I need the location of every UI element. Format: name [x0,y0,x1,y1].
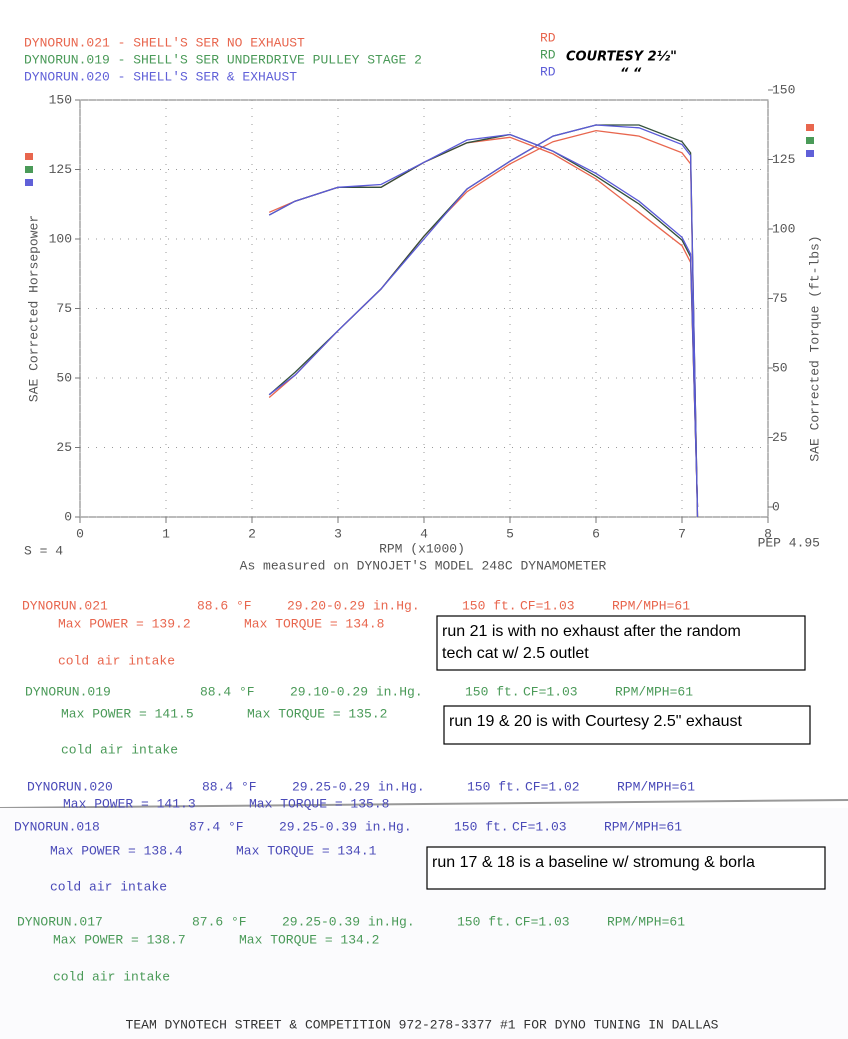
x-tick-label: 5 [506,526,514,541]
run-cf: CF=1.03 [512,819,567,834]
run-pressure: 29.10-0.29 in.Hg. [290,684,423,699]
run-ratio: RPM/MPH=61 [617,779,695,794]
run-name: DYNORUN.017 [17,914,103,929]
x-tick-label: 7 [678,526,686,541]
run-cf: CF=1.03 [515,914,570,929]
run-power: Max POWER = 138.4 [50,843,183,858]
y2-tick-label: 125 [772,152,795,167]
run-temp: 87.4 °F [189,819,244,834]
y2-tick-label: 75 [772,291,788,306]
run-note: cold air intake [58,653,175,668]
run-cf: CF=1.02 [525,779,580,794]
legend-swatch [806,124,814,131]
run-cf: CF=1.03 [523,684,578,699]
run-power: Max POWER = 141.3 [63,796,196,811]
y-tick-label: 75 [56,301,72,316]
run-name: DYNORUN.018 [14,819,100,834]
line [268,124,699,518]
legend-entry: DYNORUN.019 - SHELL'S SER UNDERDRIVE PUL… [24,52,422,67]
legend-swatch [806,150,814,157]
legend-swatch [25,179,33,186]
run-temp: 87.6 °F [192,914,247,929]
y-tick-label: 0 [64,509,72,524]
y-tick-label: 100 [49,231,72,246]
run-note: cold air intake [53,969,170,984]
y2-tick-label: 25 [772,430,788,445]
y2-axis-label: SAE Corrected Torque (ft-lbs) [807,235,822,461]
y-tick-label: 50 [56,370,72,385]
run-altitude: 150 ft. [467,779,522,794]
run-torque: Max TORQUE = 134.2 [239,932,379,947]
run-note: cold air intake [61,742,178,757]
x-axis-label: RPM (x1000) [379,541,465,556]
note-text: run 17 & 18 is a baseline w/ stromung & … [432,854,755,871]
run-ratio: RPM/MPH=61 [604,819,682,834]
legend-tag: RD [540,64,556,79]
legend-entry: DYNORUN.021 - SHELL'S SER NO EXHAUST [24,35,305,50]
x-tick-label: 1 [162,526,170,541]
run-temp: 88.4 °F [200,684,255,699]
legend-tag: RD [540,47,556,62]
run-power: Max POWER = 141.5 [61,706,194,721]
run-torque: Max TORQUE = 135.8 [249,796,389,811]
y2-tick-label: 50 [772,360,788,375]
run-temp: 88.6 °F [197,598,252,613]
y-axis-label: SAE Corrected Horsepower [26,215,41,402]
run-name: DYNORUN.021 [22,598,108,613]
run-temp: 88.4 °F [202,779,257,794]
y2-tick-label: 100 [772,221,795,236]
run-torque: Max TORQUE = 134.8 [244,616,384,631]
smoothing: S = 4 [24,543,63,558]
run-ratio: RPM/MPH=61 [615,684,693,699]
line [268,133,699,508]
x-tick-label: 3 [334,526,342,541]
x-tick-label: 6 [592,526,600,541]
note-box [443,705,811,745]
run-cf: CF=1.03 [520,598,575,613]
legend-tag: RD [540,30,556,45]
y2-tick-label: 150 [772,82,795,97]
legend-entry: DYNORUN.020 - SHELL'S SER & EXHAUST [24,69,297,84]
legend-swatch [25,153,33,160]
run-name: DYNORUN.020 [27,779,113,794]
run-name: DYNORUN.019 [25,684,111,699]
note-text: run 19 & 20 is with Courtesy 2.5" exhaus… [449,713,743,730]
y-tick-label: 150 [49,92,72,107]
y-tick-label: 125 [49,162,72,177]
run-altitude: 150 ft. [465,684,520,699]
run-altitude: 150 ft. [457,914,512,929]
handwritten-note: “ “ [620,67,642,82]
run-power: Max POWER = 138.7 [53,932,186,947]
y-tick-label: 25 [56,440,72,455]
run-ratio: RPM/MPH=61 [612,598,690,613]
run-torque: Max TORQUE = 134.1 [236,843,377,858]
note-box [436,615,806,671]
run-altitude: 150 ft. [462,598,517,613]
run-pressure: 29.25-0.29 in.Hg. [292,779,425,794]
footer: TEAM DYNOTECH STREET & COMPETITION 972-2… [126,1017,719,1032]
run-note: cold air intake [50,879,167,894]
x-tick-label: 4 [420,526,428,541]
note-text: tech cat w/ 2.5 outlet [442,645,589,662]
page-seam [0,799,848,809]
subtitle: As measured on DYNOJET'S MODEL 248C DYNA… [240,558,607,573]
pep: PEP 4.95 [758,535,820,550]
legend-swatch [25,166,33,173]
legend-swatch [806,137,814,144]
run-torque: Max TORQUE = 135.2 [247,706,387,721]
run-pressure: 29.25-0.39 in.Hg. [279,819,412,834]
run-ratio: RPM/MPH=61 [607,914,685,929]
y2-tick-label: 0 [772,499,780,514]
handwritten-note: COURTESY 2½" [566,50,677,65]
run-power: Max POWER = 139.2 [58,616,191,631]
run-pressure: 29.20-0.29 in.Hg. [287,598,420,613]
x-tick-label: 8 [764,526,772,541]
note-text: run 21 is with no exhaust after the rand… [442,623,741,640]
run-altitude: 150 ft. [454,819,509,834]
x-tick-label: 2 [248,526,256,541]
note-box [426,846,826,890]
run-pressure: 29.25-0.39 in.Hg. [282,914,415,929]
x-tick-label: 0 [76,526,84,541]
